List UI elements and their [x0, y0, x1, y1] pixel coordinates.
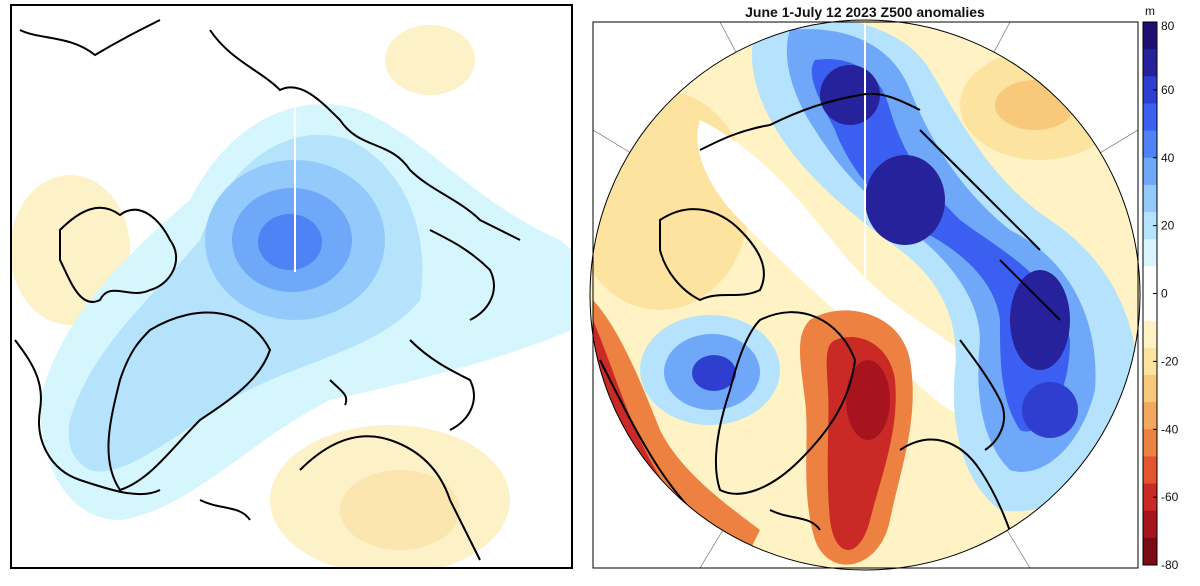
- left-anomaly-field: [11, 25, 572, 568]
- right-negative-core: [820, 65, 880, 125]
- left-coastline-scandinavia: [299, 435, 481, 561]
- colorbar-swatch: [1143, 374, 1157, 403]
- left-map-panel: [10, 4, 573, 569]
- right-positive-core: [846, 360, 890, 440]
- right-coastline-iceland: [769, 509, 821, 531]
- left-coastline-iceland: [199, 499, 251, 521]
- right-coastline-novaya-zemlya: [959, 339, 1005, 451]
- colorbar-swatch: [1143, 103, 1157, 132]
- colorbar-swatch: [1143, 320, 1157, 349]
- colorbar-swatch: [1143, 402, 1157, 430]
- right-coastline-greenland: [714, 311, 857, 495]
- left-coastline-taymyr: [429, 229, 495, 321]
- right-coastline-canadian-archipelago: [659, 208, 765, 302]
- right-coastline-kara: [999, 259, 1061, 321]
- right-coastline-siberia: [699, 92, 921, 151]
- colorbar-swatch: [1143, 537, 1157, 566]
- right-negative-core-west: [692, 355, 736, 391]
- colorbar-tick-label: 20: [1161, 219, 1175, 233]
- colorbar-swatch: [1143, 157, 1157, 186]
- left-coastline-alaska: [19, 19, 161, 57]
- colorbar-tick-label: 80: [1161, 19, 1175, 33]
- colorbar-swatch: [1143, 429, 1157, 457]
- colorbar-tick-label: 0: [1161, 287, 1168, 301]
- right-map-boundary: [589, 19, 1141, 571]
- left-negative-field-core: [258, 214, 322, 270]
- right-negative-anomaly-inner: [811, 59, 1070, 432]
- left-coastline-canada: [14, 339, 161, 496]
- colorbar-tick-label: -20: [1161, 354, 1179, 368]
- left-positive-patch: [11, 175, 130, 325]
- colorbar-swatch: [1143, 212, 1157, 240]
- colorbar-unit: m: [1145, 4, 1155, 18]
- colorbar-tick-label: 40: [1161, 151, 1175, 165]
- colorbar-tick-label: -40: [1161, 422, 1179, 436]
- right-map-panel: June 1-July 12 2023 Z500 anomalies: [589, 4, 1141, 571]
- colorbar-swatch: [1143, 456, 1157, 485]
- right-negative-core: [1022, 382, 1078, 438]
- right-coastline-taymyr: [919, 129, 1041, 251]
- colorbar-swatch: [1143, 483, 1157, 512]
- colorbar-swatch: [1143, 22, 1157, 50]
- left-coastline-svalbard: [329, 379, 348, 406]
- colorbar: m 80 60 40 20 0 -20 -40 -60 -80: [1142, 4, 1179, 572]
- colorbar-tick-label: 60: [1161, 83, 1175, 97]
- right-neutral-band: [697, 120, 980, 420]
- colorbar-ticks: 80 60 40 20 0 -20 -40 -60 -80: [1153, 19, 1179, 572]
- right-anomaly-field: [590, 20, 1140, 570]
- colorbar-swatch: [1143, 347, 1157, 376]
- right-negative-core: [1010, 270, 1070, 370]
- left-coastline-siberia: [209, 29, 521, 241]
- colorbar-tick-label: -80: [1161, 558, 1179, 572]
- right-negative-core: [865, 155, 945, 245]
- left-positive-patch: [340, 470, 460, 550]
- colorbar-swatches: [1143, 22, 1157, 566]
- right-map-title: June 1-July 12 2023 Z500 anomalies: [745, 4, 985, 20]
- colorbar-swatch: [1143, 184, 1157, 213]
- colorbar-swatch: [1143, 510, 1157, 539]
- colorbar-swatch: [1143, 49, 1157, 77]
- left-coastline-canadian-archipelago: [59, 206, 177, 303]
- colorbar-swatch: [1143, 76, 1157, 104]
- colorbar-swatch: [1143, 266, 1157, 294]
- colorbar-tick-label: -60: [1161, 490, 1179, 504]
- left-coastline-greenland: [107, 311, 272, 492]
- left-map-frame: [10, 4, 573, 569]
- left-coastlines: [14, 19, 521, 561]
- colorbar-swatch: [1143, 239, 1157, 267]
- left-coastline-novaya-zemlya: [409, 339, 475, 431]
- left-positive-patch: [385, 25, 475, 95]
- colorbar-swatch: [1143, 130, 1157, 159]
- colorbar-swatch: [1143, 293, 1157, 322]
- right-map-frame: [592, 21, 1139, 569]
